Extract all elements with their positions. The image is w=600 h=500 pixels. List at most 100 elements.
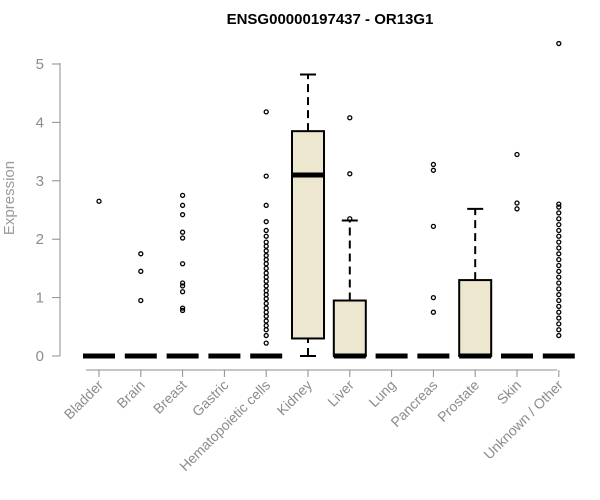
outlier-point xyxy=(347,216,353,222)
box-5 xyxy=(291,73,325,357)
outlier-point xyxy=(263,313,269,319)
outlier-point xyxy=(179,307,186,314)
outlier-point xyxy=(514,200,520,206)
outlier-point xyxy=(179,235,186,241)
outlier-point xyxy=(263,327,269,333)
outlier-point xyxy=(556,303,562,310)
outlier-point xyxy=(514,151,520,158)
outlier-point xyxy=(514,206,520,212)
outlier-point xyxy=(263,173,269,179)
outlier-point xyxy=(263,292,269,298)
outlier-point xyxy=(556,315,562,321)
outlier-point xyxy=(263,296,269,302)
y-axis-label: Expression xyxy=(1,161,18,235)
outlier-point xyxy=(263,283,269,289)
outlier-point xyxy=(179,192,186,199)
outlier-point xyxy=(263,248,269,254)
chart-title: ENSG00000197437 - OR13G1 xyxy=(227,11,434,28)
outlier-point xyxy=(263,340,269,346)
outlier-point xyxy=(556,239,562,245)
outlier-point xyxy=(556,274,562,280)
outlier-point xyxy=(179,261,186,267)
outlier-point xyxy=(347,115,353,121)
outlier-point xyxy=(263,202,269,208)
y-tick-label: 2 xyxy=(36,231,44,248)
outlier-point xyxy=(179,289,186,295)
outlier-point xyxy=(556,201,562,207)
outlier-point xyxy=(556,332,562,339)
outlier-point xyxy=(556,268,562,274)
y-tick-label: 3 xyxy=(36,173,44,190)
outlier-point xyxy=(263,219,269,225)
box-8 xyxy=(417,161,450,359)
outlier-point xyxy=(556,309,562,315)
outlier-point xyxy=(179,280,186,286)
outlier-point xyxy=(263,305,269,311)
outlier-point xyxy=(556,297,562,304)
x-tick-label: Prostate xyxy=(434,377,482,425)
outlier-point xyxy=(556,327,562,333)
outlier-point xyxy=(556,210,562,216)
box-2 xyxy=(166,192,199,359)
box-6 xyxy=(332,115,367,359)
boxes xyxy=(83,40,575,359)
x-tick-label: Kidney xyxy=(274,377,316,419)
outlier-point xyxy=(263,274,269,280)
outlier-point xyxy=(179,305,186,311)
x-tick-label: Unknown / Other xyxy=(480,377,566,463)
outlier-point xyxy=(179,283,186,289)
outlier-point xyxy=(263,261,269,267)
outlier-point xyxy=(430,223,437,230)
x-tick-label: Brain xyxy=(113,377,147,411)
outlier-point xyxy=(263,332,269,339)
outlier-point xyxy=(430,309,437,315)
box-body xyxy=(291,130,325,340)
y-tick-label: 5 xyxy=(36,56,44,73)
outlier-point xyxy=(263,252,269,259)
y-tick-label: 4 xyxy=(36,114,44,131)
outlier-point xyxy=(263,265,269,272)
outlier-point xyxy=(556,292,562,298)
outlier-point xyxy=(556,280,562,286)
outlier-point xyxy=(263,300,269,307)
outlier-point xyxy=(263,287,269,294)
outlier-point xyxy=(430,161,437,168)
outlier-point xyxy=(556,245,562,251)
outlier-point xyxy=(556,256,562,263)
y-ticks: 0 1 2 3 4 5 xyxy=(36,56,60,365)
x-tick-label: Liver xyxy=(324,377,357,410)
outlier-point xyxy=(138,268,144,274)
x-tick-label: Lung xyxy=(365,377,398,410)
outlier-point xyxy=(263,243,269,249)
x-tick-label: Skin xyxy=(494,377,525,408)
box-body xyxy=(458,279,493,357)
x-tick-label: Bladder xyxy=(61,377,107,423)
outlier-point xyxy=(179,212,186,218)
outlier-point xyxy=(138,297,144,304)
box-1 xyxy=(124,251,157,359)
box-9 xyxy=(458,207,493,359)
outlier-point xyxy=(430,167,437,173)
outlier-point xyxy=(138,251,144,257)
outlier-point xyxy=(263,109,269,115)
outlier-point xyxy=(263,239,269,245)
outlier-point xyxy=(556,233,562,239)
outlier-point xyxy=(556,251,562,257)
outlier-point xyxy=(263,270,269,276)
outlier-point xyxy=(263,278,269,284)
box-11 xyxy=(542,40,575,359)
x-tick-label: Breast xyxy=(150,377,190,417)
outlier-point xyxy=(263,322,269,329)
outlier-point xyxy=(263,318,269,324)
box-0 xyxy=(83,198,115,359)
outlier-point xyxy=(179,202,186,208)
outlier-point xyxy=(263,227,269,234)
outlier-point xyxy=(430,294,437,301)
outlier-point xyxy=(556,204,562,210)
outlier-point xyxy=(263,256,269,263)
outlier-point xyxy=(556,221,562,228)
outlier-point xyxy=(179,229,186,235)
outlier-point xyxy=(263,233,269,239)
